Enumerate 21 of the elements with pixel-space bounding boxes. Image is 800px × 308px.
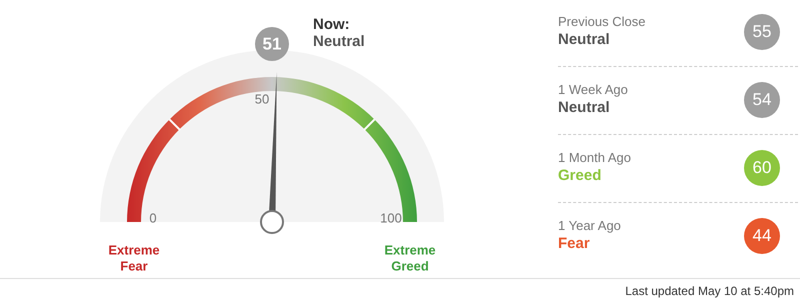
category-label: 1 Year Ago	[558, 218, 621, 233]
text: 100	[380, 210, 402, 226]
text: Fear	[558, 235, 590, 252]
text: Extreme Fear	[108, 242, 160, 274]
text: Extreme Greed	[384, 242, 436, 274]
text: Neutral	[558, 31, 610, 48]
text: Greed	[558, 167, 602, 184]
category-label: Previous Close	[558, 14, 646, 29]
category-label: 1 Week Ago	[558, 82, 628, 97]
data-label: 54	[744, 82, 780, 118]
data-label: 51	[262, 34, 282, 54]
text: Last updated May 10 at 5:40pm	[625, 284, 794, 298]
data-label: 60	[744, 150, 780, 186]
text: 50	[254, 92, 270, 106]
data-label: 44	[744, 218, 780, 254]
category-label: 1 Month Ago	[558, 150, 631, 165]
data-label: 55	[744, 14, 780, 50]
text: Neutral	[313, 33, 365, 50]
text: Neutral	[558, 99, 610, 116]
text: Now:	[313, 16, 350, 33]
text: 0	[149, 210, 157, 226]
